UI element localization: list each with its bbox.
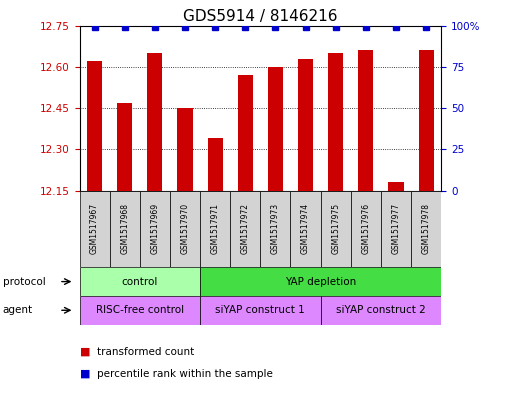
Title: GDS5914 / 8146216: GDS5914 / 8146216	[183, 9, 338, 24]
Bar	[268, 67, 283, 191]
Bar	[321, 191, 351, 267]
Text: GSM1517967: GSM1517967	[90, 203, 99, 255]
Text: GSM1517976: GSM1517976	[361, 203, 370, 255]
Bar	[260, 191, 290, 267]
Bar	[170, 191, 200, 267]
Text: GSM1517971: GSM1517971	[211, 204, 220, 254]
Bar	[200, 267, 441, 296]
Bar	[200, 296, 321, 325]
Bar	[411, 191, 441, 267]
Bar	[87, 61, 102, 191]
Text: ■: ■	[80, 369, 90, 379]
Bar	[321, 296, 441, 325]
Bar	[328, 53, 343, 191]
Text: GSM1517969: GSM1517969	[150, 203, 160, 255]
Bar	[80, 267, 200, 296]
Text: GSM1517978: GSM1517978	[422, 204, 430, 254]
Bar	[177, 108, 192, 191]
Bar	[290, 191, 321, 267]
Text: GSM1517975: GSM1517975	[331, 203, 340, 255]
Bar	[200, 191, 230, 267]
Bar	[208, 138, 223, 191]
Bar	[358, 50, 373, 191]
Bar	[238, 75, 253, 191]
Text: ■: ■	[80, 347, 90, 357]
Text: transformed count: transformed count	[97, 347, 195, 357]
Text: protocol: protocol	[3, 277, 45, 286]
Text: RISC-free control: RISC-free control	[96, 305, 184, 315]
Text: siYAP construct 1: siYAP construct 1	[215, 305, 305, 315]
Bar	[298, 59, 313, 191]
Bar	[110, 191, 140, 267]
Bar	[147, 53, 163, 191]
Text: percentile rank within the sample: percentile rank within the sample	[97, 369, 273, 379]
Bar	[381, 191, 411, 267]
Text: GSM1517972: GSM1517972	[241, 204, 250, 254]
Bar	[388, 182, 404, 191]
Text: GSM1517970: GSM1517970	[181, 203, 189, 255]
Text: YAP depletion: YAP depletion	[285, 277, 356, 286]
Text: control: control	[122, 277, 158, 286]
Text: GSM1517968: GSM1517968	[120, 204, 129, 254]
Text: GSM1517973: GSM1517973	[271, 203, 280, 255]
Text: siYAP construct 2: siYAP construct 2	[336, 305, 426, 315]
Text: agent: agent	[3, 305, 33, 315]
Bar	[230, 191, 261, 267]
Text: GSM1517977: GSM1517977	[391, 203, 401, 255]
Bar	[419, 50, 433, 191]
Bar	[80, 191, 110, 267]
Bar	[117, 103, 132, 191]
Bar	[80, 296, 200, 325]
Bar	[351, 191, 381, 267]
Bar	[140, 191, 170, 267]
Text: GSM1517974: GSM1517974	[301, 203, 310, 255]
